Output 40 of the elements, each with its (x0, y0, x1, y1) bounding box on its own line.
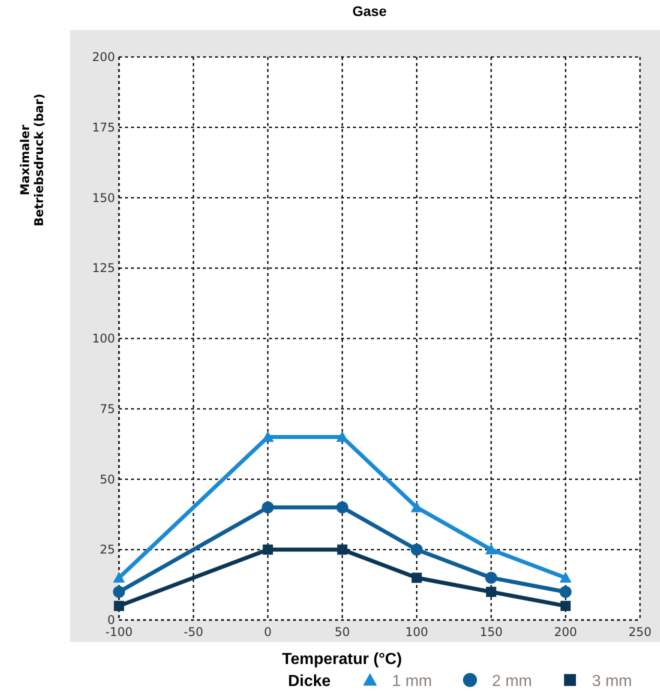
x-tick-label: 100 (405, 625, 428, 639)
y-tick-label: 25 (100, 542, 115, 557)
y-tick-label: 125 (92, 261, 115, 276)
legend-label: 2 mm (492, 673, 532, 690)
x-tick-label: 0 (264, 625, 272, 639)
x-axis-title: Temperatur (°C) (282, 651, 402, 668)
point (410, 501, 423, 512)
x-tick-label: -100 (105, 625, 133, 639)
y-axis-title: Maximaler Betriebsdruck (bar) (18, 94, 46, 226)
point (486, 586, 496, 597)
point (262, 544, 273, 555)
point (113, 586, 125, 598)
y-tick-label: 200 (92, 50, 115, 64)
y-tick-label: 75 (100, 402, 115, 416)
x-tick-label: 250 (628, 625, 652, 639)
point (336, 501, 348, 514)
point (560, 586, 572, 598)
x-tick-label: -50 (184, 625, 204, 639)
x-tick-label: 150 (480, 625, 503, 639)
point (560, 572, 572, 583)
point (337, 544, 348, 555)
point (262, 501, 274, 514)
y-tick-label: 100 (92, 332, 115, 346)
point (560, 600, 571, 612)
y-tick-label: 0 (107, 613, 115, 627)
point (485, 572, 498, 584)
x-tick-label: 200 (554, 625, 578, 639)
point (113, 572, 125, 583)
point (412, 572, 422, 583)
legend-title: Dicke (288, 673, 331, 690)
point (114, 600, 124, 612)
chart-title: Gase (352, 3, 387, 19)
y-tick-label: 175 (92, 120, 115, 134)
y-tick-label: 50 (100, 472, 115, 486)
y-tick-label: 150 (92, 190, 115, 205)
point (410, 544, 423, 556)
legend-label: 1 mm (392, 673, 432, 690)
point (485, 544, 498, 554)
legend-label: 3 mm (592, 673, 632, 690)
x-tick-label: 50 (334, 625, 350, 639)
